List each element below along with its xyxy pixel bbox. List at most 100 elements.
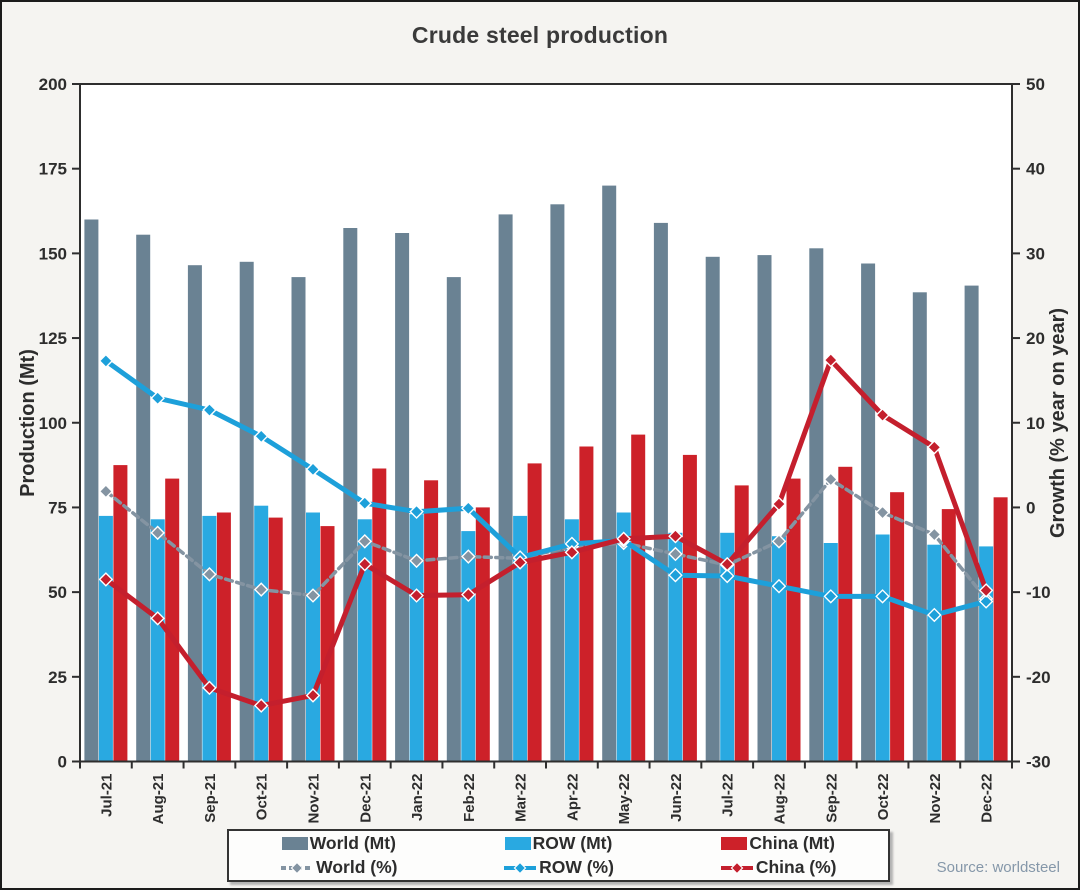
marker-Jul-22 bbox=[719, 556, 735, 572]
bar-Aug-22 bbox=[786, 478, 801, 762]
x-tick-label: Nov-22 bbox=[927, 774, 944, 824]
marker-Jan-22 bbox=[409, 504, 424, 519]
marker-Dec-21 bbox=[357, 556, 373, 572]
bar-Apr-22 bbox=[579, 446, 594, 762]
legend-swatch-line bbox=[281, 861, 314, 875]
x-axis: Jul-21 Aug-21 Sep-21 Oct-21 Nov-21 Dec-21 Jan-… bbox=[79, 761, 1013, 824]
marker-Feb-22 bbox=[461, 587, 476, 602]
legend-item-world-: World (%) bbox=[229, 857, 449, 877]
x-tick-label: Sep-22 bbox=[823, 774, 840, 823]
marker-Jun-22 bbox=[668, 528, 683, 544]
marker-Nov-22 bbox=[927, 527, 942, 542]
marker-Oct-22 bbox=[875, 589, 890, 604]
marker-Sep-21 bbox=[202, 567, 217, 582]
chart-legend: World (Mt) ROW (Mt) China (Mt) World (%) ROW… bbox=[227, 829, 890, 882]
line-row- bbox=[98, 353, 994, 623]
marker-Jan-22 bbox=[409, 588, 424, 603]
marker-Dec-22 bbox=[978, 583, 994, 598]
y-left-tick-label: 150 bbox=[39, 244, 67, 263]
legend-swatch-bar bbox=[281, 836, 308, 850]
marker-Sep-21 bbox=[202, 680, 217, 696]
bar-Nov-21 bbox=[291, 277, 306, 762]
bar-Jul-22 bbox=[720, 532, 735, 762]
marker-Nov-21 bbox=[305, 462, 321, 477]
y-left-tick-label: 75 bbox=[48, 498, 67, 517]
bar-Sep-22 bbox=[823, 543, 838, 762]
bar-Jun-22 bbox=[682, 454, 697, 762]
x-tick-label: Dec-22 bbox=[979, 774, 996, 823]
legend-label: ROW (Mt) bbox=[532, 832, 613, 853]
bar-Sep-21 bbox=[216, 512, 231, 762]
marker-Jul-21 bbox=[98, 484, 114, 499]
x-tick-label: Sep-21 bbox=[202, 774, 219, 823]
x-tick-label: Jun-22 bbox=[668, 774, 685, 822]
y-left-tick-label: 125 bbox=[39, 329, 67, 348]
marker-Oct-22 bbox=[875, 407, 890, 423]
bar-Apr-22 bbox=[550, 204, 565, 762]
marker-Aug-21 bbox=[150, 525, 165, 541]
x-tick-label: Jan-22 bbox=[409, 774, 426, 822]
legend-label: World (Mt) bbox=[309, 832, 396, 853]
x-tick-label: Oct-21 bbox=[254, 774, 271, 821]
bar-Nov-21 bbox=[306, 512, 320, 762]
y-left-tick-label: 100 bbox=[39, 414, 67, 433]
y-right-tick-label: 40 bbox=[1026, 160, 1045, 179]
bar-Jun-22 bbox=[653, 222, 668, 762]
bar-Oct-22 bbox=[861, 263, 876, 762]
bar-Mar-22 bbox=[498, 214, 513, 762]
chart-title: Crude steel production bbox=[411, 22, 669, 48]
marker-Sep-21 bbox=[202, 402, 217, 418]
x-tick-label: Jul-22 bbox=[720, 774, 737, 817]
y-right-tick-label: 0 bbox=[1026, 498, 1035, 517]
marker-Oct-21 bbox=[253, 582, 269, 597]
marker-Aug-22 bbox=[771, 496, 787, 512]
marker-Jul-21 bbox=[98, 572, 114, 587]
bar-Aug-21 bbox=[150, 519, 165, 762]
y-right-tick-label: -10 bbox=[1026, 583, 1051, 602]
bar-Nov-22 bbox=[927, 544, 942, 762]
line-china- bbox=[98, 352, 994, 713]
bar-Oct-21 bbox=[268, 517, 283, 762]
marker-Dec-21 bbox=[357, 534, 373, 549]
marker-Sep-22 bbox=[823, 472, 839, 487]
bar-May-22 bbox=[602, 185, 617, 762]
bar-Jan-22 bbox=[409, 514, 424, 762]
combo-chart-plot: 200175150125100755025050403020100-10-20-… bbox=[17, 75, 1069, 824]
legend-item-row-: ROW (%) bbox=[449, 858, 669, 877]
y-right-tick-label: 10 bbox=[1026, 414, 1045, 433]
bar-Jun-22 bbox=[668, 532, 683, 762]
right-axis-title: Growth (% year on year) bbox=[1047, 308, 1069, 538]
legend-swatch-bar bbox=[721, 836, 748, 850]
legend-label: World (%) bbox=[316, 857, 398, 877]
bar-Aug-21 bbox=[136, 234, 151, 762]
y-axis-left: 200 175 150 125 100 75 50 25 0 bbox=[39, 75, 80, 772]
x-tick-label: Dec-21 bbox=[357, 774, 374, 823]
bar-Oct-22 bbox=[890, 492, 905, 762]
bar-Feb-22 bbox=[475, 507, 490, 762]
bar-Dec-22 bbox=[993, 497, 1008, 762]
marker-Aug-21 bbox=[150, 611, 165, 626]
marker-Mar-22 bbox=[512, 555, 528, 570]
bars-world-mt- bbox=[84, 185, 979, 762]
legend-label: China (Mt) bbox=[749, 832, 835, 853]
bar-Jul-22 bbox=[705, 256, 720, 762]
bar-Oct-22 bbox=[875, 534, 890, 762]
bar-Jul-21 bbox=[98, 515, 113, 762]
marker-Nov-22 bbox=[927, 440, 942, 455]
bar-Nov-22 bbox=[941, 509, 956, 762]
marker-Apr-22 bbox=[564, 545, 580, 560]
marker-Feb-22 bbox=[461, 500, 476, 516]
bars-china-mt- bbox=[113, 434, 1008, 762]
bar-Oct-21 bbox=[254, 505, 269, 762]
y-right-tick-label: 20 bbox=[1026, 329, 1045, 348]
y-right-tick-label: -30 bbox=[1026, 753, 1051, 772]
line-path bbox=[103, 358, 989, 618]
bar-Mar-22 bbox=[513, 515, 528, 762]
x-tick-label: Feb-22 bbox=[461, 774, 478, 822]
legend-item-china-: China (%) bbox=[668, 858, 888, 877]
bar-Sep-21 bbox=[187, 265, 202, 762]
marker-Aug-22 bbox=[771, 578, 787, 594]
x-tick-label: Apr-22 bbox=[564, 774, 581, 822]
marker-Oct-22 bbox=[875, 505, 890, 520]
